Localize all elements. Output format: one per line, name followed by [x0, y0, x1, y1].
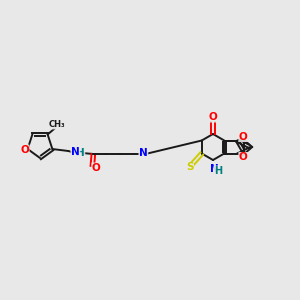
Text: S: S: [186, 163, 194, 172]
Text: O: O: [239, 131, 248, 142]
Text: O: O: [20, 145, 29, 155]
Text: O: O: [92, 163, 101, 173]
Text: O: O: [208, 112, 217, 122]
Text: H: H: [214, 166, 222, 176]
Text: H: H: [76, 148, 85, 158]
Text: O: O: [239, 152, 248, 163]
Text: N: N: [71, 147, 80, 157]
Text: N: N: [139, 148, 148, 158]
Text: CH₃: CH₃: [48, 120, 65, 129]
Text: N: N: [210, 164, 218, 174]
